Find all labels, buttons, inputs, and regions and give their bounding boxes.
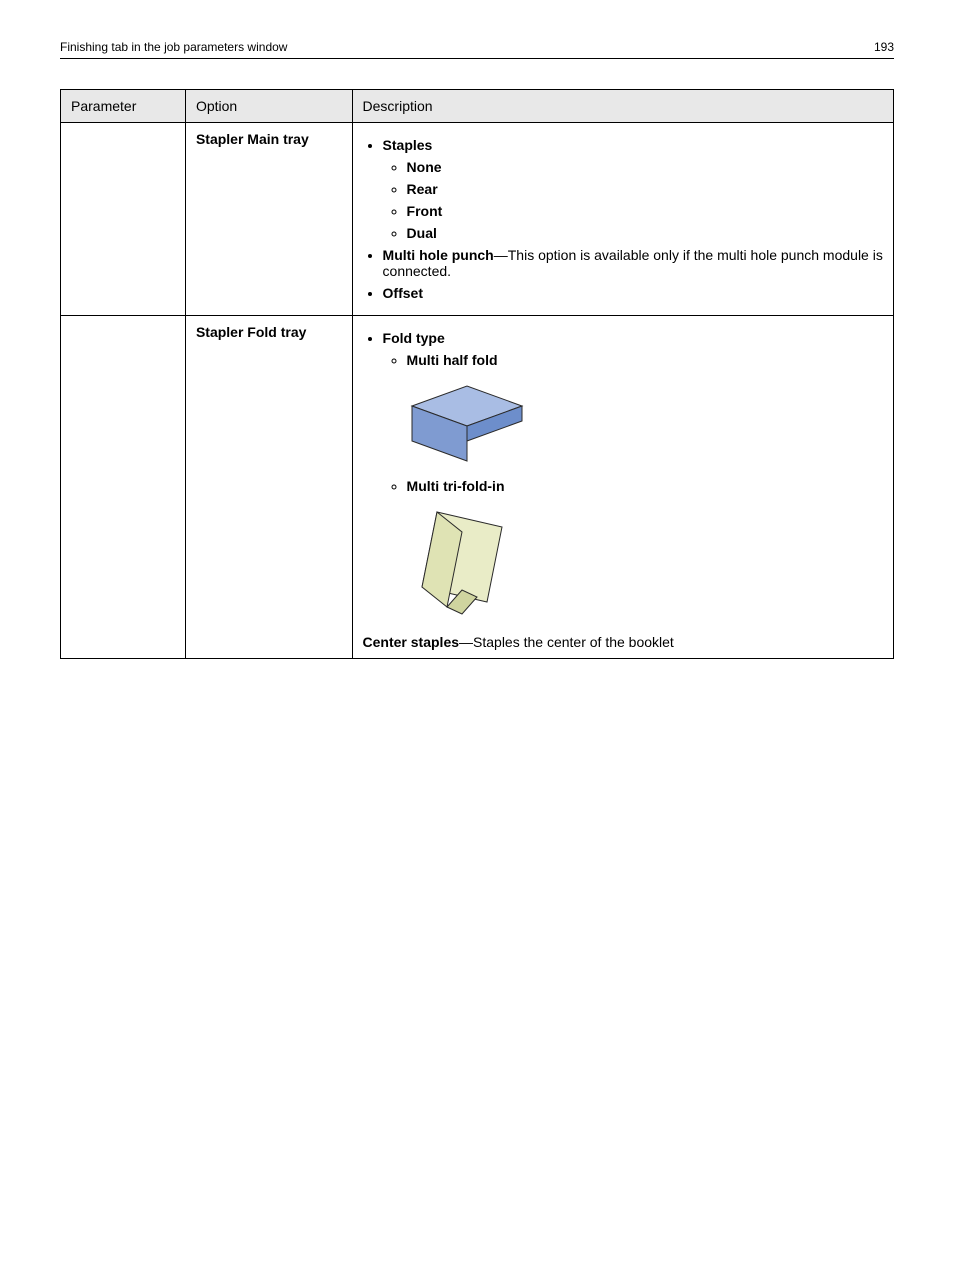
col-option: Option (185, 90, 352, 123)
col-description: Description (352, 90, 893, 123)
cell-description: Staples None Rear Front Dual Multi hole … (352, 123, 893, 316)
option-label: Stapler Fold tray (196, 324, 306, 340)
parameters-table: Parameter Option Description Stapler Mai… (60, 89, 894, 659)
center-staples-label: Center staples (363, 634, 459, 650)
cell-parameter (61, 123, 186, 316)
col-parameter: Parameter (61, 90, 186, 123)
multi-tri-label: Multi tri-fold-in (407, 478, 505, 494)
cell-description: Fold type Multi half fold (352, 316, 893, 659)
staples-label: Staples (383, 137, 433, 153)
offset-label: Offset (383, 285, 423, 301)
cell-parameter (61, 316, 186, 659)
cell-option: Stapler Main tray (185, 123, 352, 316)
multi-hole-label: Multi hole punch (383, 247, 494, 263)
opt-none: None (407, 159, 442, 175)
page-header: Finishing tab in the job parameters wind… (60, 40, 894, 59)
center-staples-text: —Staples the center of the booklet (459, 634, 674, 650)
multi-half-label: Multi half fold (407, 352, 498, 368)
multi-half-fold-icon (407, 376, 883, 466)
header-page-number: 193 (874, 40, 894, 54)
header-left: Finishing tab in the job parameters wind… (60, 40, 287, 54)
opt-rear: Rear (407, 181, 438, 197)
opt-front: Front (407, 203, 443, 219)
opt-dual: Dual (407, 225, 437, 241)
table-row: Stapler Fold tray Fold type Multi half f… (61, 316, 894, 659)
table-row: Stapler Main tray Staples None Rear Fron… (61, 123, 894, 316)
fold-type-label: Fold type (383, 330, 445, 346)
multi-tri-fold-icon (407, 502, 883, 622)
cell-option: Stapler Fold tray (185, 316, 352, 659)
option-label: Stapler Main tray (196, 131, 309, 147)
